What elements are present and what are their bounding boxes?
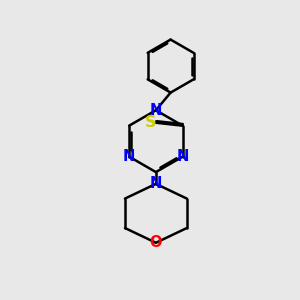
Text: N: N [176,149,189,164]
Text: O: O [150,235,162,250]
Text: N: N [150,103,162,118]
Text: S: S [145,115,157,130]
Text: N: N [150,176,162,191]
Text: N: N [123,149,135,164]
